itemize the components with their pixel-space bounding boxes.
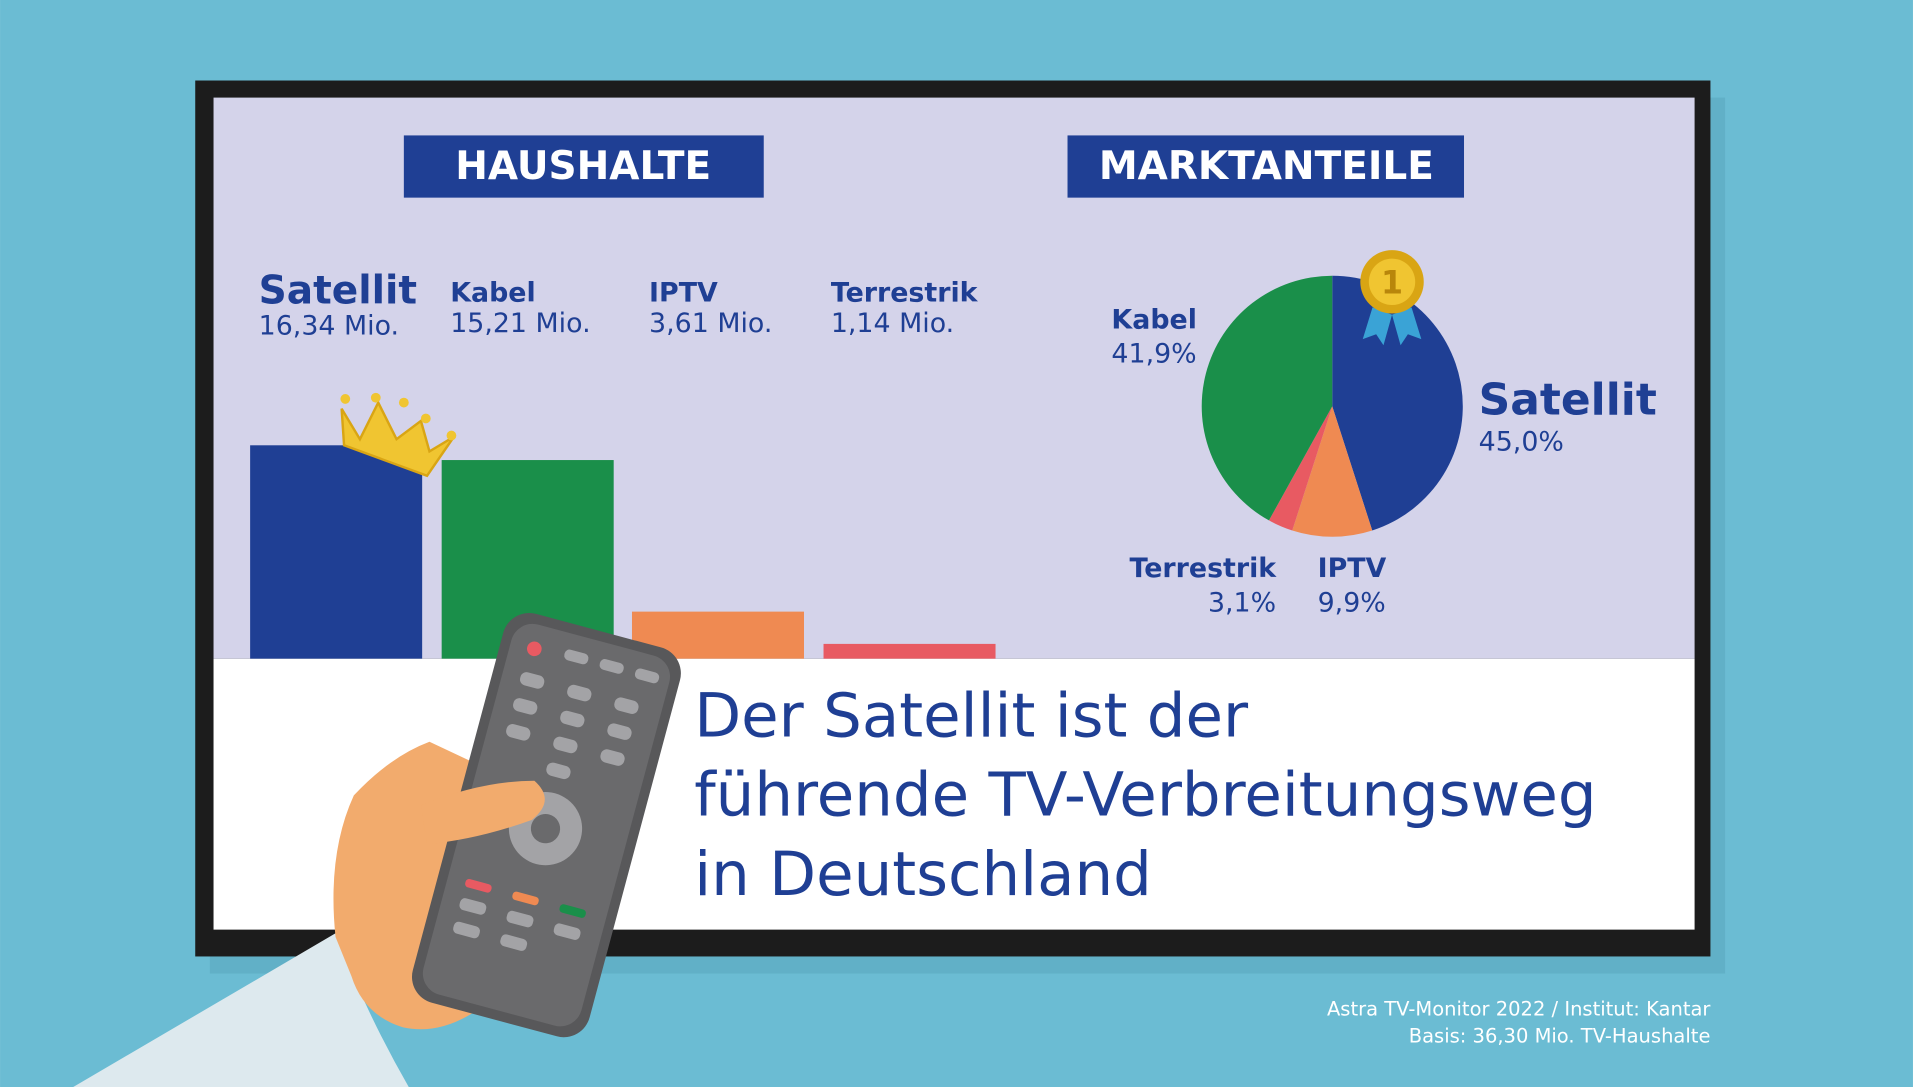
title-box bbox=[403, 135, 764, 198]
value-label: 9,9% bbox=[1318, 587, 1386, 618]
category-label: IPTV bbox=[649, 278, 718, 309]
source-note: Basis: 36,30 Mio. TV-Haushalte bbox=[1409, 1024, 1711, 1047]
title-box bbox=[1067, 135, 1465, 198]
pie-chart bbox=[1201, 275, 1463, 537]
value-label: 3,1% bbox=[1208, 587, 1276, 618]
source-note: Astra TV-Monitor 2022 / Institut: Kantar bbox=[1327, 998, 1711, 1021]
bar bbox=[250, 445, 423, 659]
pie-slice bbox=[1292, 406, 1373, 537]
chart-title: HAUSHALTE bbox=[455, 144, 711, 189]
bar-chart bbox=[250, 445, 996, 659]
category-label: Satellit bbox=[259, 268, 417, 313]
headline: führende TV-Verbreitungsweg bbox=[694, 760, 1596, 831]
crown bbox=[340, 392, 457, 478]
headline: Der Satellit ist der bbox=[694, 680, 1249, 751]
category-label: Terrestrik bbox=[1129, 553, 1277, 584]
value-label: 41,9% bbox=[1111, 339, 1196, 370]
value-label: 16,34 Mio. bbox=[259, 310, 399, 341]
hand-with-remote bbox=[73, 613, 681, 1087]
value-label: 1,14 Mio. bbox=[831, 308, 954, 339]
category-label: Kabel bbox=[1111, 304, 1197, 335]
pie-slice bbox=[1201, 275, 1333, 521]
value-label: 15,21 Mio. bbox=[450, 308, 590, 339]
category-label: IPTV bbox=[1318, 553, 1387, 584]
value-label: 3,61 Mio. bbox=[649, 308, 772, 339]
pie-slice bbox=[1332, 275, 1463, 531]
chart-title: MARKTANTEILE bbox=[1099, 144, 1434, 189]
bar bbox=[823, 643, 996, 659]
svg-text:1: 1 bbox=[1381, 265, 1403, 301]
category-label: Satellit bbox=[1479, 375, 1657, 426]
category-label: Kabel bbox=[450, 278, 535, 309]
medal: 1 bbox=[1360, 250, 1424, 346]
value-label: 45,0% bbox=[1479, 426, 1564, 457]
pie-slice bbox=[1268, 406, 1333, 531]
headline: in Deutschland bbox=[694, 839, 1152, 910]
category-label: Terrestrik bbox=[831, 278, 979, 309]
